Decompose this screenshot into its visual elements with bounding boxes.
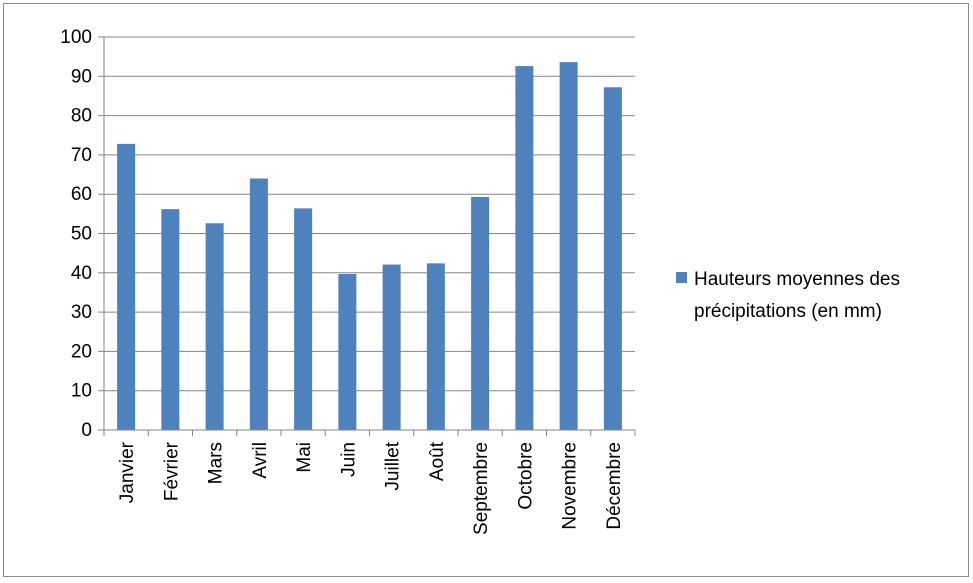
bar-août	[426, 263, 445, 430]
y-tick-label: 0	[81, 420, 92, 441]
x-tick-label: Mai	[294, 442, 315, 473]
bar-décembre	[603, 87, 622, 430]
gridlines	[104, 36, 635, 392]
bars	[117, 62, 622, 430]
axes	[98, 36, 636, 436]
x-tick-label: Juin	[338, 442, 359, 477]
bar-mars	[205, 223, 224, 430]
x-tick-labels: Janvier Février Mars Avril Mai Juin Juillet Aoû…	[117, 441, 625, 535]
bar-novembre	[559, 62, 578, 430]
bar-chart: 0 10 20 30 40 50 60 70 80 90 100 Janvier Février Mar…	[60, 27, 900, 535]
bar-octobre	[515, 66, 534, 430]
x-tick-label: Octobre	[515, 442, 536, 510]
bar-janvier	[117, 143, 136, 430]
x-tick-label: Décembre	[604, 442, 625, 530]
y-tick-label: 10	[71, 381, 92, 402]
x-tick-label: Novembre	[560, 442, 581, 530]
bar-mai	[294, 208, 313, 430]
y-tick-label: 30	[71, 302, 92, 323]
x-tick-label: Juillet	[383, 441, 404, 490]
y-tick-labels: 0 10 20 30 40 50 60 70 80 90 100	[60, 27, 92, 441]
bar-juin	[338, 273, 357, 430]
y-tick-label: 100	[60, 27, 92, 48]
y-tick-label: 60	[71, 184, 92, 205]
legend-label-line-1: Hauteurs moyennes des	[694, 269, 900, 290]
x-tick-label: Mars	[206, 442, 227, 484]
y-tick-label: 70	[71, 145, 92, 166]
bar-septembre	[471, 196, 490, 430]
y-tick-label: 20	[71, 341, 92, 362]
bar-février	[161, 209, 180, 430]
legend-label-line-2: précipitations (en mm)	[694, 301, 882, 322]
bar-juillet	[382, 264, 401, 430]
y-tick-label: 90	[71, 66, 92, 87]
x-tick-label: Septembre	[471, 442, 492, 535]
y-tick-label: 50	[71, 224, 92, 245]
legend-swatch	[676, 272, 687, 283]
legend: Hauteurs moyennes des précipitations (en…	[676, 269, 900, 322]
bar-avril	[249, 178, 268, 430]
chart-frame: 0 10 20 30 40 50 60 70 80 90 100 Janvier Février Mar…	[3, 3, 969, 577]
y-tick-label: 80	[71, 106, 92, 127]
x-tick-label: Février	[161, 441, 182, 501]
x-tick-label: Avril	[250, 442, 271, 479]
x-tick-label: Août	[427, 441, 448, 481]
x-tick-label: Janvier	[117, 441, 138, 503]
y-tick-label: 40	[71, 263, 92, 284]
